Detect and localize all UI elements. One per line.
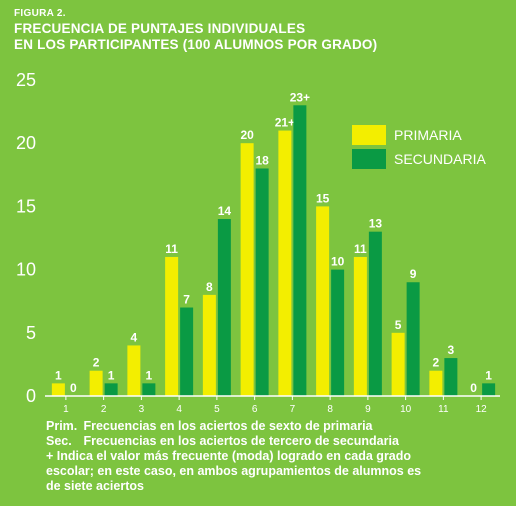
data-label-secundaria-8: 10	[331, 255, 345, 269]
x-tick-label-5: 5	[214, 404, 220, 415]
chart-title-line-1: FRECUENCIA DE PUNTAJES INDIVIDUALES	[14, 21, 306, 36]
x-axis: 1 2 3 4 5 6 7 8 9 10 11 12	[45, 395, 500, 415]
bar-secundaria-3	[142, 383, 156, 396]
data-label-primaria-5: 8	[206, 280, 213, 294]
note-sec: Sec. Frecuencias en los aciertos de terc…	[46, 434, 506, 449]
x-tick-label-11: 11	[438, 404, 449, 415]
y-tick-label-4: 20	[16, 133, 36, 153]
y-tick-label-5: 25	[16, 70, 36, 90]
figure-label: FIGURA 2.	[14, 8, 66, 19]
bar-primaria-9	[353, 256, 367, 396]
x-tick-label-9: 9	[365, 404, 371, 415]
data-label-secundaria-7: 23+	[290, 90, 310, 104]
note-sec-abbr: Sec.	[46, 434, 72, 448]
x-tick-label-3: 3	[139, 404, 145, 415]
bar-secundaria-9	[368, 231, 382, 396]
legend-label-secundaria: SECUNDARIA	[394, 151, 486, 167]
note-moda-2: escolar; en este caso, en ambos agrupami…	[46, 464, 422, 478]
x-tick-label-6: 6	[252, 404, 258, 415]
y-tick-label-1: 5	[26, 323, 36, 343]
x-tick-label-1: 1	[63, 404, 69, 415]
x-tick-label-10: 10	[400, 404, 412, 415]
data-label-primaria-8: 15	[316, 191, 330, 205]
bar-secundaria-6	[255, 168, 269, 396]
x-tick-label-12: 12	[476, 404, 488, 415]
data-label-secundaria-1: 0	[70, 381, 77, 395]
bar-primaria-1	[51, 383, 65, 396]
note-prim: Prim. Frecuencias en los aciertos de sex…	[46, 419, 506, 434]
data-label-secundaria-4: 7	[183, 293, 190, 307]
chart-notes: Prim. Frecuencias en los aciertos de sex…	[46, 419, 506, 494]
data-label-primaria-3: 4	[131, 330, 138, 344]
data-label-secundaria-3: 1	[146, 368, 153, 382]
bar-primaria-3	[127, 345, 141, 396]
x-tick-label-8: 8	[327, 404, 333, 415]
y-axis: 0 5 10 15 20 25	[16, 70, 36, 406]
bar-secundaria-7	[293, 105, 307, 396]
bar-primaria-10	[391, 332, 405, 396]
note-moda-1: + Indica el valor más frecuente (moda) l…	[46, 449, 412, 463]
y-tick-label-2: 10	[16, 260, 36, 280]
chart-title-line-2: EN LOS PARTICIPANTES (100 ALUMNOS POR GR…	[14, 37, 378, 52]
bar-secundaria-8	[331, 269, 345, 396]
legend-label-primaria: PRIMARIA	[394, 127, 462, 143]
data-label-primaria-9: 11	[354, 242, 367, 256]
data-label-primaria-10: 5	[395, 318, 402, 332]
data-label-secundaria-10: 9	[410, 267, 417, 281]
data-label-secundaria-12: 1	[485, 368, 492, 382]
data-label-primaria-4: 11	[165, 242, 178, 256]
bar-secundaria-10	[406, 282, 420, 396]
data-label-primaria-6: 20	[240, 128, 254, 142]
bar-primaria-2	[89, 370, 103, 396]
bar-primaria-8	[316, 206, 330, 396]
legend-swatch-primaria	[352, 125, 386, 145]
bar-primaria-7	[278, 130, 292, 396]
data-label-secundaria-11: 3	[448, 343, 455, 357]
y-tick-label-3: 15	[16, 196, 36, 216]
data-label-secundaria-2: 1	[108, 368, 115, 382]
chart-title: FRECUENCIA DE PUNTAJES INDIVIDUALES EN L…	[14, 21, 504, 53]
legend-swatch-secundaria	[352, 149, 386, 169]
bar-secundaria-2	[104, 383, 118, 396]
bar-secundaria-4	[180, 307, 194, 396]
legend: PRIMARIA SECUNDARIA	[352, 125, 486, 169]
bar-secundaria-5	[217, 219, 231, 396]
bar-primaria-11	[429, 370, 443, 396]
data-label-primaria-11: 2	[433, 356, 440, 370]
y-tick-label-0: 0	[26, 386, 36, 406]
x-tick-label-2: 2	[101, 404, 107, 415]
note-prim-text: Frecuencias en los aciertos de sexto de …	[83, 419, 373, 433]
x-tick-label-4: 4	[176, 404, 182, 415]
data-label-primaria-2: 2	[93, 356, 100, 370]
data-label-secundaria-9: 13	[369, 217, 383, 231]
note-prim-abbr: Prim.	[46, 419, 78, 433]
bar-primaria-4	[165, 256, 179, 396]
data-label-primaria-1: 1	[55, 368, 62, 382]
data-label-secundaria-5: 14	[218, 204, 232, 218]
data-label-primaria-12: 0	[470, 381, 477, 395]
note-sec-text: Frecuencias en los aciertos de tercero d…	[83, 434, 399, 448]
bar-primaria-5	[202, 294, 216, 396]
bar-secundaria-11	[444, 358, 458, 396]
x-tick-label-7: 7	[290, 404, 296, 415]
bar-primaria-6	[240, 143, 254, 396]
note-moda-3: de siete aciertos	[46, 479, 144, 493]
data-label-secundaria-6: 18	[255, 153, 269, 167]
bar-secundaria-12	[482, 383, 496, 396]
data-label-primaria-7: 21+	[275, 116, 295, 130]
